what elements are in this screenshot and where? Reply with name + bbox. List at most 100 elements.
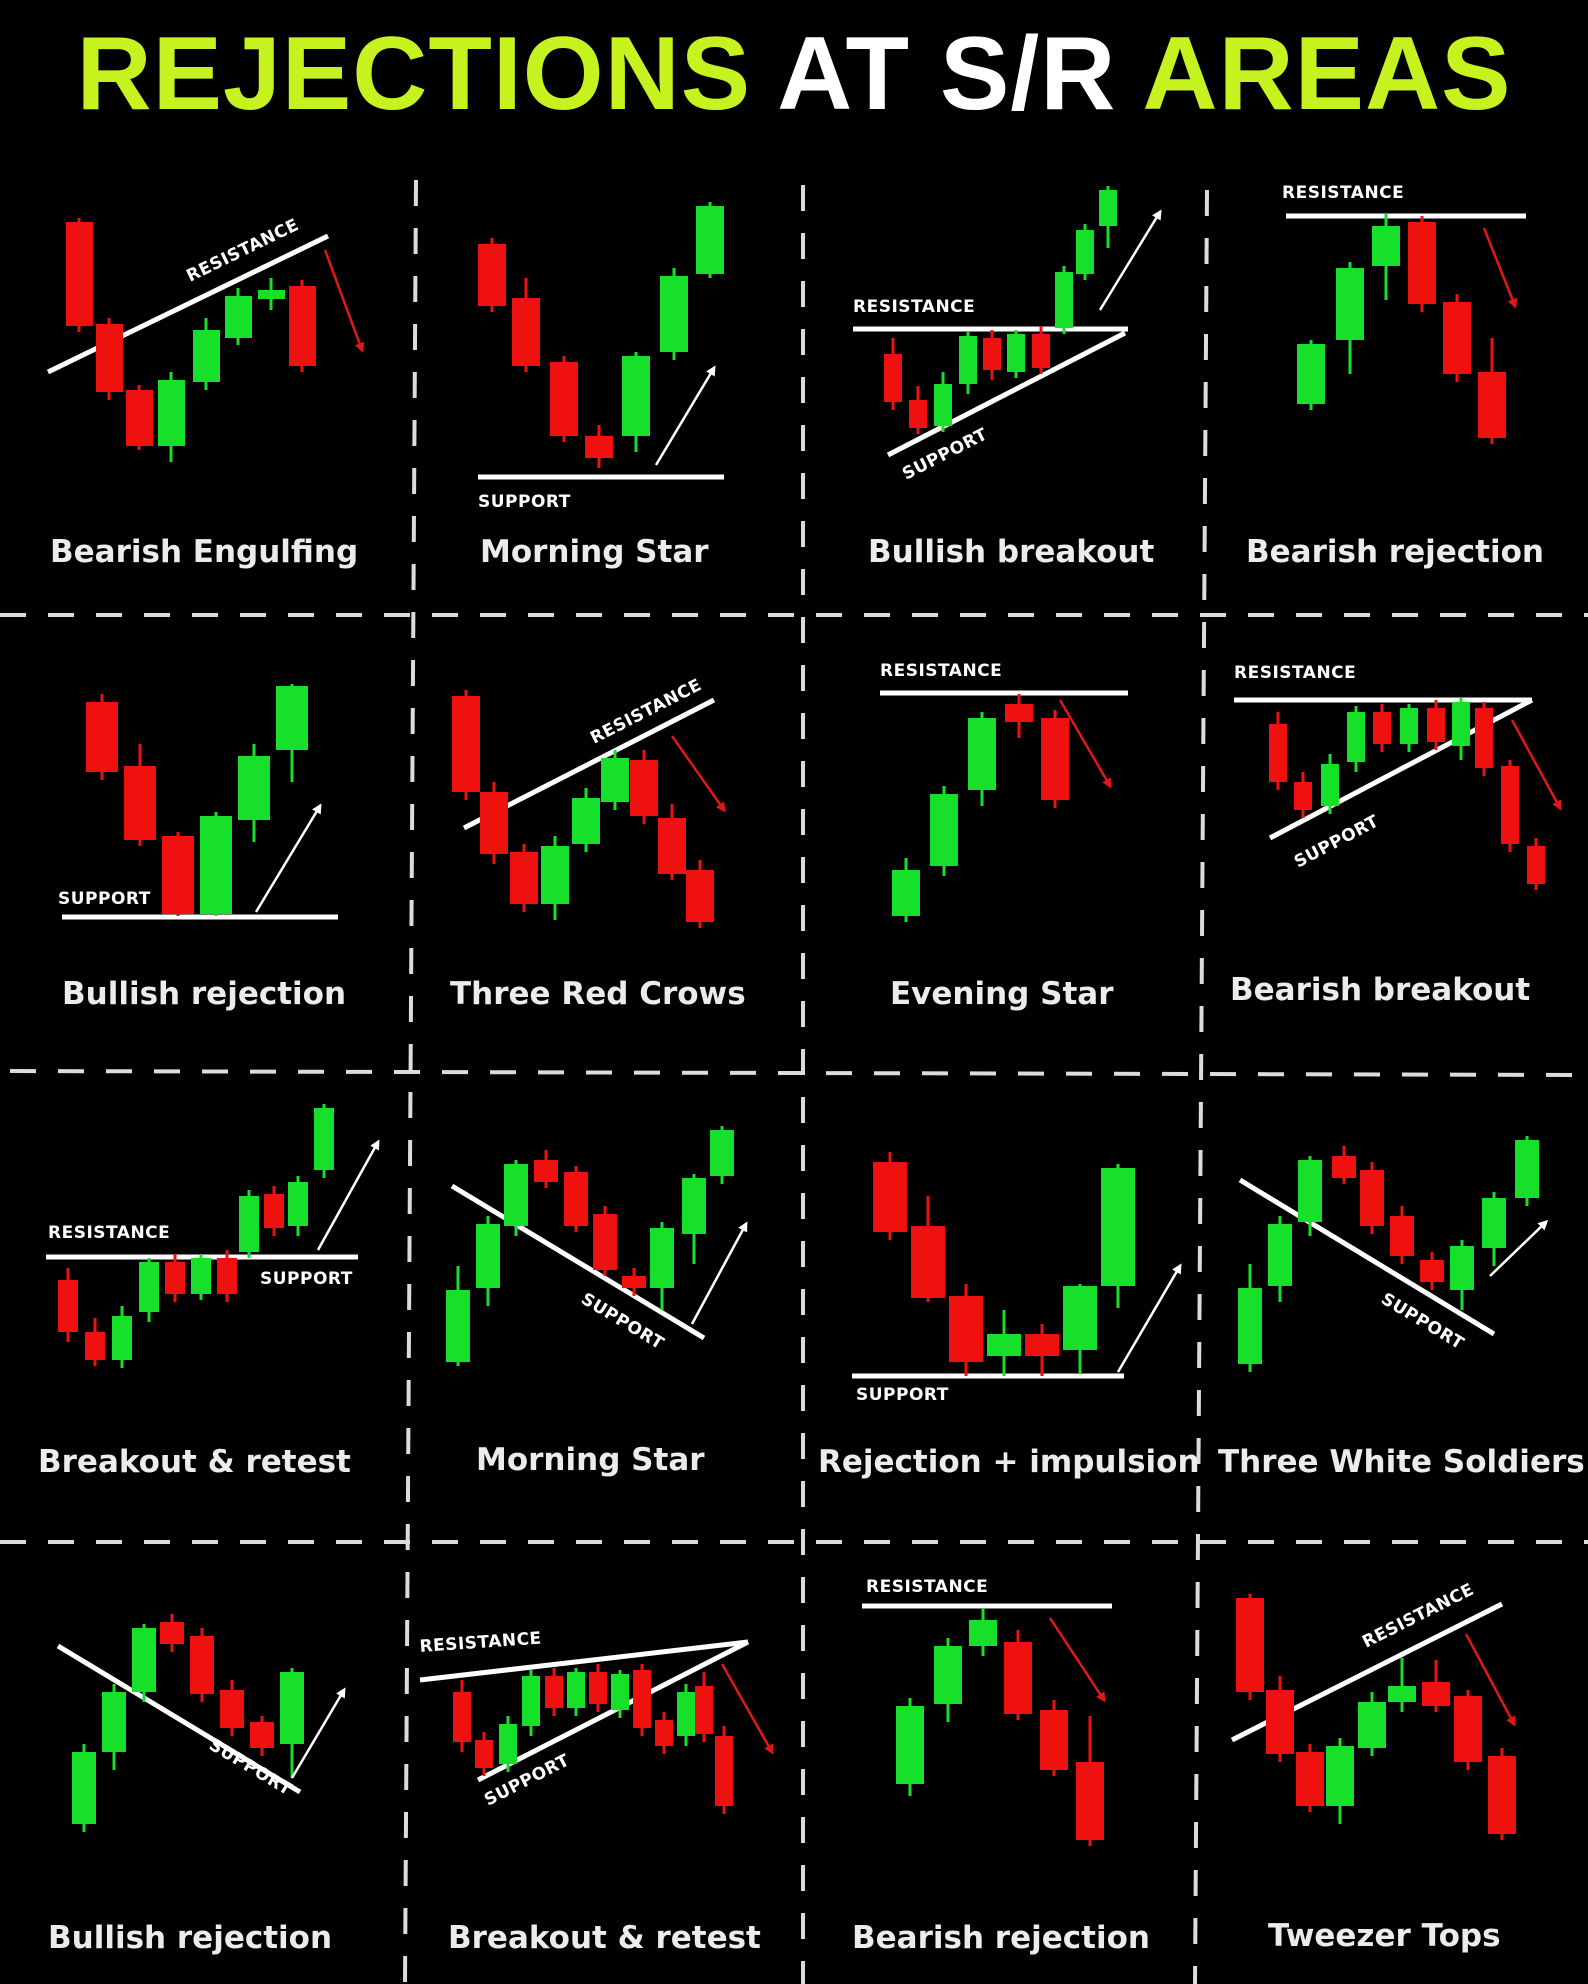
pattern-caption: Bearish rejection — [1246, 534, 1544, 570]
candle — [1238, 1264, 1262, 1372]
pattern-caption: Three White Soldiers — [1218, 1444, 1585, 1480]
candle — [58, 1268, 78, 1342]
pattern-caption: Bullish rejection — [48, 1920, 332, 1956]
candles — [72, 1614, 304, 1832]
candle — [289, 280, 316, 372]
candle — [250, 1716, 274, 1756]
candle — [512, 278, 540, 372]
candle — [589, 1664, 607, 1712]
candle — [1347, 706, 1365, 772]
title-part-3: AREAS — [1142, 16, 1512, 132]
candle — [911, 1196, 945, 1302]
candle — [959, 332, 977, 394]
pattern-caption: Tweezer Tops — [1268, 1918, 1501, 1954]
candle — [1400, 704, 1418, 752]
pattern-caption: Breakout & retest — [448, 1920, 761, 1956]
candle — [1475, 702, 1493, 776]
arrow-down-icon — [1510, 719, 1562, 811]
candle — [238, 744, 270, 842]
arrow-up-icon — [1098, 209, 1162, 311]
candle — [1266, 1676, 1294, 1762]
candle — [1360, 1162, 1384, 1234]
candle — [696, 202, 724, 278]
candle — [1236, 1594, 1264, 1700]
candle — [934, 1638, 962, 1722]
pattern-cell-13: SUPPORT Bullish rejection — [48, 1614, 346, 1956]
candle — [510, 844, 538, 912]
arrow-down-icon — [1058, 699, 1112, 789]
arrow-up-icon — [1489, 1219, 1549, 1277]
candle — [1332, 1146, 1356, 1184]
pattern-caption: Rejection + impulsion — [818, 1444, 1200, 1480]
candle — [190, 1628, 214, 1702]
candles — [66, 218, 316, 462]
candle — [601, 750, 629, 810]
support-label: SUPPORT — [577, 1289, 667, 1354]
candles — [1297, 214, 1506, 444]
candle — [1032, 326, 1050, 374]
candle — [1041, 710, 1069, 808]
candle — [276, 684, 308, 782]
pattern-cell-16: RESISTANCE Tweezer Tops — [1230, 1580, 1516, 1954]
arrow-up-icon — [654, 365, 716, 466]
candle — [200, 812, 232, 916]
candle — [1268, 1216, 1292, 1302]
vertical-divider-3 — [1193, 189, 1209, 1984]
candle — [622, 1268, 646, 1296]
candle — [884, 338, 902, 410]
arrow-down-icon — [670, 735, 726, 813]
resistance-label: RESISTANCE — [1282, 183, 1404, 203]
candle — [572, 788, 600, 852]
candles — [896, 1608, 1104, 1846]
candle — [288, 1176, 308, 1236]
pattern-caption: Morning Star — [476, 1442, 705, 1478]
candle — [1099, 186, 1117, 248]
candles — [446, 1126, 734, 1366]
candle — [1336, 262, 1364, 374]
candles — [453, 1664, 733, 1814]
candle — [124, 744, 156, 846]
candle — [72, 1744, 96, 1832]
pattern-cell-5: SUPPORT Bullish rejection — [58, 684, 346, 1012]
candles — [452, 690, 714, 928]
candle — [1420, 1252, 1444, 1290]
candle — [1515, 1136, 1539, 1206]
candle — [1004, 1630, 1032, 1720]
pattern-cell-15: RESISTANCE Bearish rejection — [852, 1577, 1150, 1956]
candle — [66, 218, 93, 332]
candle — [480, 782, 508, 864]
candle — [86, 694, 118, 780]
candles — [1236, 1594, 1516, 1840]
candle — [191, 1254, 211, 1300]
candle — [564, 1166, 588, 1232]
candle — [158, 372, 185, 462]
candle — [1390, 1206, 1414, 1264]
resistance-label: RESISTANCE — [880, 661, 1002, 681]
arrow-down-icon — [323, 249, 365, 353]
candle — [896, 1698, 924, 1796]
page-title: REJECTIONS AT S/R AREAS — [0, 22, 1588, 126]
support-label: SUPPORT — [481, 1750, 573, 1810]
candle — [85, 1318, 105, 1366]
candle — [1478, 338, 1506, 444]
pattern-caption: Bearish breakout — [1230, 972, 1530, 1008]
pattern-caption: Breakout & retest — [38, 1444, 351, 1480]
resistance-label: RESISTANCE — [1359, 1580, 1477, 1653]
candle — [983, 330, 1001, 380]
pattern-caption: Bearish rejection — [852, 1920, 1150, 1956]
candle — [132, 1624, 156, 1702]
candle — [987, 1310, 1021, 1376]
candle — [567, 1668, 585, 1716]
candle — [193, 318, 220, 390]
support-line — [1238, 1177, 1496, 1337]
pattern-cell-2: SUPPORT Morning Star — [478, 202, 724, 570]
arrow-down-icon — [720, 1663, 774, 1755]
candle — [452, 690, 480, 800]
arrow-up-icon — [1116, 1263, 1182, 1373]
candle — [1296, 1744, 1324, 1812]
support-label: SUPPORT — [1377, 1289, 1467, 1354]
arrow-down-icon — [1464, 1633, 1516, 1727]
candle — [1408, 216, 1436, 312]
pattern-cell-10: SUPPORT Morning Star — [446, 1126, 748, 1478]
candle — [1501, 760, 1519, 852]
